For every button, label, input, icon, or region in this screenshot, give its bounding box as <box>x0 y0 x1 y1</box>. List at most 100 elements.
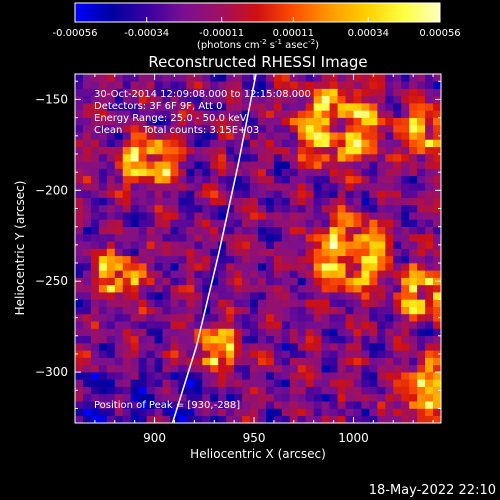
heatmap-cell <box>273 197 283 206</box>
heatmap-cell <box>218 255 227 264</box>
heatmap-cell <box>377 350 386 358</box>
heatmap-cell <box>226 219 235 227</box>
heatmap-cell <box>186 124 195 133</box>
heatmap-cell <box>170 74 179 82</box>
heatmap-cell <box>258 408 267 417</box>
heatmap-cell <box>114 263 124 271</box>
heatmap-cell <box>258 284 267 293</box>
heatmap-cell <box>234 124 243 133</box>
heatmap-cell <box>178 117 187 126</box>
heatmap-cell <box>273 233 283 242</box>
heatmap-cell <box>377 183 386 191</box>
heatmap-cell <box>305 81 314 89</box>
heatmap-cell <box>138 197 147 206</box>
heatmap-cell <box>265 139 275 148</box>
heatmap-cell <box>281 175 291 184</box>
heatmap-cell <box>194 277 203 286</box>
heatmap-cell <box>289 292 299 300</box>
heatmap-cell <box>138 110 147 118</box>
heatmap-cell <box>170 248 179 257</box>
heatmap-cell <box>154 379 163 387</box>
heatmap-cell <box>226 270 235 278</box>
heatmap-cell <box>417 277 426 286</box>
heatmap-cell <box>130 146 139 155</box>
heatmap-cell <box>186 110 195 118</box>
heatmap-cell <box>289 219 299 227</box>
heatmap-cell <box>361 212 370 220</box>
heatmap-cell <box>329 233 338 242</box>
heatmap-cell <box>75 139 84 148</box>
heatmap-cell <box>297 379 307 387</box>
heatmap-cell <box>401 168 410 177</box>
heatmap-cell <box>417 263 426 271</box>
heatmap-cell <box>138 212 147 220</box>
heatmap-cell <box>385 263 394 271</box>
heatmap-cell <box>433 306 441 315</box>
heatmap-cell <box>226 168 235 177</box>
heatmap-cell <box>75 386 84 395</box>
heatmap-cell <box>106 386 116 395</box>
heatmap-cell <box>218 153 227 162</box>
heatmap-cell <box>234 190 243 198</box>
heatmap-cell <box>226 313 235 322</box>
heatmap-cell <box>345 168 354 177</box>
heatmap-cell <box>321 386 330 395</box>
heatmap-cell <box>393 95 402 104</box>
heatmap-cell <box>273 139 283 148</box>
heatmap-cell <box>138 233 147 242</box>
heatmap-cell <box>202 408 211 417</box>
heatmap-cell <box>82 168 92 177</box>
heatmap-cell <box>433 379 441 387</box>
heatmap-cell <box>90 255 100 264</box>
heatmap-cell <box>385 74 394 82</box>
heatmap-cell <box>242 74 251 82</box>
heatmap-cell <box>162 248 171 257</box>
heatmap-cell <box>226 153 235 162</box>
heatmap-cell <box>146 284 155 293</box>
heatmap-cell <box>329 364 338 373</box>
heatmap-cell <box>162 372 171 380</box>
heatmap-cell <box>210 328 219 337</box>
heatmap-cell <box>210 74 219 82</box>
heatmap-cell <box>361 299 370 307</box>
heatmap-cell <box>321 168 330 177</box>
heatmap-cell <box>162 161 171 169</box>
heatmap-cell <box>401 124 410 133</box>
heatmap-cell <box>369 153 378 162</box>
heatmap-cell <box>146 124 155 133</box>
heatmap-cell <box>154 190 163 198</box>
heatmap-cell <box>337 103 346 111</box>
heatmap-cell <box>82 306 92 315</box>
y-tick-label: −300 <box>35 365 68 379</box>
heatmap-cell <box>114 241 124 249</box>
heatmap-cell <box>106 161 116 169</box>
heatmap-cell <box>146 408 155 417</box>
heatmap-cell <box>162 292 171 300</box>
heatmap-cell <box>202 212 211 220</box>
heatmap-cell <box>162 386 171 395</box>
heatmap-cell <box>289 88 299 97</box>
heatmap-cell <box>250 350 259 358</box>
heatmap-cell <box>210 299 219 307</box>
heatmap-cell <box>210 292 219 300</box>
heatmap-cell <box>385 372 394 380</box>
heatmap-cell <box>265 313 275 322</box>
heatmap-cell <box>297 197 307 206</box>
heatmap-cell <box>130 401 139 409</box>
heatmap-cell <box>154 306 163 315</box>
heatmap-cell <box>345 328 354 337</box>
heatmap-cell <box>289 81 299 89</box>
heatmap-cell <box>178 313 187 322</box>
heatmap-cell <box>393 328 402 337</box>
heatmap-cell <box>178 226 187 235</box>
heatmap-cell <box>258 270 267 278</box>
heatmap-cell <box>82 183 92 191</box>
heatmap-cell <box>226 292 235 300</box>
heatmap-cell <box>130 117 139 126</box>
heatmap-cell <box>345 124 354 133</box>
heatmap-cell <box>433 197 441 206</box>
heatmap-cell <box>353 393 362 402</box>
heatmap-cell <box>433 415 441 423</box>
heatmap-cell <box>369 241 378 249</box>
